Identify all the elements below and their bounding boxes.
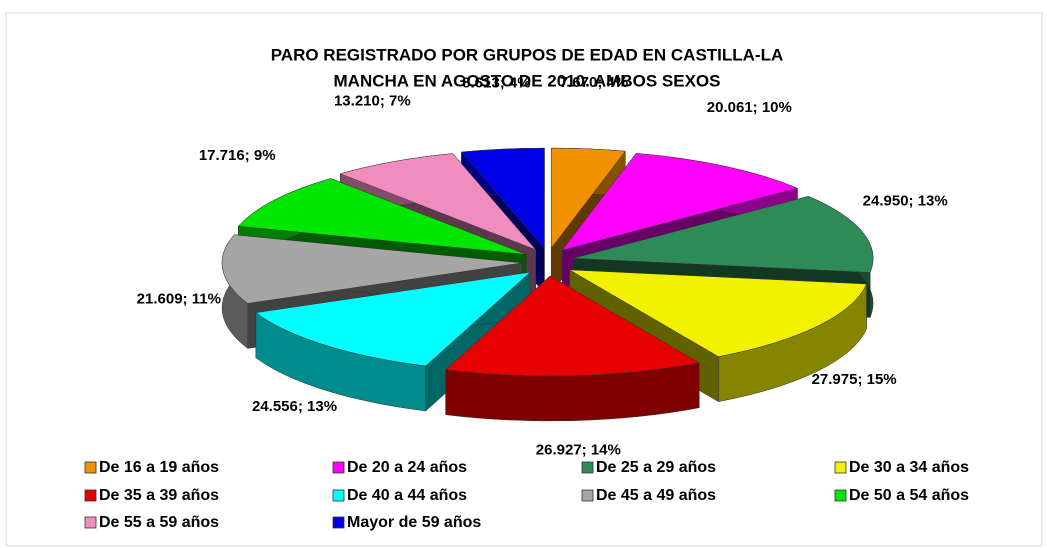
- slice: [339, 153, 536, 250]
- data-label: 27.975; 15%: [812, 371, 897, 388]
- data-label: 21.609; 11%: [137, 291, 221, 308]
- legend-swatch: [332, 461, 345, 474]
- slice: [445, 275, 700, 377]
- slice: [569, 269, 867, 357]
- slice: [255, 271, 531, 367]
- legend-swatch: [84, 489, 97, 502]
- slice: [221, 234, 523, 304]
- slice: [460, 147, 545, 249]
- legend-label: De 30 a 34 años: [849, 459, 969, 476]
- legend-label: Mayor de 59 años: [347, 514, 481, 531]
- data-label: 20.061; 10%: [707, 99, 792, 116]
- data-label: 17.716; 9%: [199, 147, 276, 164]
- slice: [573, 196, 874, 273]
- legend-label: De 35 a 39 años: [99, 487, 219, 504]
- slice: [561, 153, 799, 251]
- legend-swatch: [834, 461, 847, 474]
- chart-title: PARO REGISTRADO POR GRUPOS DE EDAD EN CA…: [271, 45, 784, 64]
- legend-label: De 25 a 29 años: [596, 459, 716, 476]
- legend-label: De 16 a 19 años: [99, 459, 219, 476]
- legend-label: De 20 a 24 años: [347, 459, 467, 476]
- legend-swatch: [834, 489, 847, 502]
- legend-swatch: [84, 516, 97, 529]
- data-label: 7.670; 4%: [560, 74, 628, 91]
- legend-label: De 40 a 44 años: [347, 487, 467, 504]
- data-label: 24.950; 13%: [863, 193, 948, 210]
- slice: [550, 147, 626, 249]
- legend-swatch: [332, 516, 345, 529]
- legend-label: De 55 a 59 años: [99, 514, 219, 531]
- data-label: 26.927; 14%: [536, 441, 621, 458]
- legend-label: De 45 a 49 años: [596, 487, 716, 504]
- data-label: 8.613; 4%: [462, 75, 530, 92]
- legend-swatch: [332, 489, 345, 502]
- chart-title: MANCHA EN AGOSTO DE 2010. AMBOS SEXOS: [334, 71, 721, 90]
- legend-swatch: [581, 461, 594, 474]
- data-label: 13.210; 7%: [334, 92, 411, 109]
- legend-swatch: [581, 489, 594, 502]
- slice: [237, 178, 527, 255]
- legend-swatch: [84, 461, 97, 474]
- data-label: 24.556; 13%: [252, 398, 337, 415]
- legend-label: De 50 a 54 años: [849, 487, 969, 504]
